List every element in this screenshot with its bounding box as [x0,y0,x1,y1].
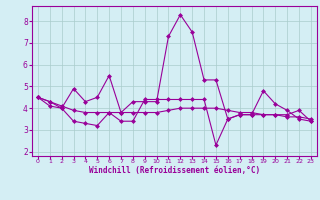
X-axis label: Windchill (Refroidissement éolien,°C): Windchill (Refroidissement éolien,°C) [89,166,260,175]
